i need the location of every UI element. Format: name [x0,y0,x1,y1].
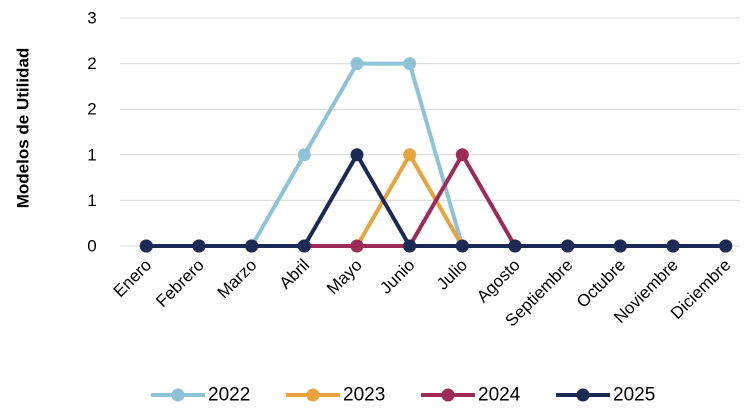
data-point [613,239,627,253]
data-point [403,239,417,253]
legend-item: 2023 [286,385,385,406]
data-point [403,148,417,162]
y-tick-label: 0 [87,237,96,256]
legend-item: 2024 [421,385,521,406]
series-lines [139,57,733,253]
legend-marker [441,388,455,402]
data-point [245,239,259,253]
y-tick-label: 1 [87,145,96,164]
data-point [192,239,206,253]
x-tick-label: Julio [433,255,471,293]
data-point [403,57,417,71]
series-2025 [139,148,733,253]
legend-item: 2025 [556,385,655,406]
data-point [508,239,522,253]
x-tick-label: Abril [276,255,313,292]
x-tick-label: Febrero [152,255,208,311]
legend-label: 2022 [208,385,250,406]
legend-marker [306,388,320,402]
x-tick-label: Enero [110,255,156,301]
data-point [350,239,364,253]
data-point [139,239,153,253]
y-tick-label: 1 [87,191,96,210]
y-tick-label: 2 [87,54,96,73]
y-tick-label: 2 [87,100,96,119]
series-line [146,152,726,248]
data-point [666,239,680,253]
data-point [350,148,364,162]
legend-marker [171,388,185,402]
legend: 2022 2023 2024 2025 [151,385,655,406]
data-point [561,239,575,253]
data-point [455,148,469,162]
data-point [350,57,364,71]
legend-label: 2023 [343,385,385,406]
x-tick-label: Marzo [214,255,261,302]
x-tick-label: Agosto [473,255,524,306]
x-tick-label: Mayo [323,255,366,298]
data-point [297,148,311,162]
x-tick-label: Junio [376,255,418,297]
data-point [719,239,733,253]
legend-label: 2024 [478,385,521,406]
data-point [297,239,311,253]
y-axis-label: Modelos de Utilidad [14,48,33,209]
legend-marker [576,388,590,402]
legend-item: 2022 [151,385,250,406]
data-point [455,239,469,253]
y-axis-tick-labels: 0 1 1 2 2 3 [87,9,96,256]
y-tick-label: 3 [87,9,96,28]
legend-label: 2025 [613,385,655,406]
